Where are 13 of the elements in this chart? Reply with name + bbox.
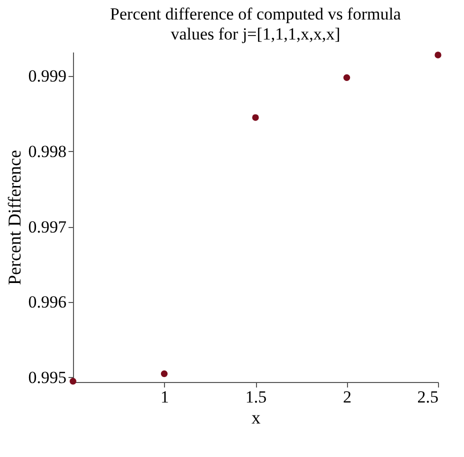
y-tick-label: 0.999 xyxy=(28,66,66,86)
y-tick-label: 0.995 xyxy=(28,368,66,387)
y-axis-title: Percent Difference xyxy=(4,150,24,286)
y-tick-label: 0.998 xyxy=(28,142,66,161)
x-axis-title: x xyxy=(252,408,260,428)
x-tick-label: 2.5 xyxy=(417,388,438,406)
chart-title: Percent difference of computed vs formula xyxy=(110,4,402,24)
y-tick-label: 0.997 xyxy=(28,217,67,236)
x-tick-label: 2 xyxy=(343,388,352,406)
x-tick-label: 1.5 xyxy=(245,388,267,406)
y-tick-label: 0.996 xyxy=(28,292,66,312)
chart-subtitle: values for j=[1,1,1,x,x,x] xyxy=(170,24,340,44)
x-tick-label: 1 xyxy=(160,388,169,406)
